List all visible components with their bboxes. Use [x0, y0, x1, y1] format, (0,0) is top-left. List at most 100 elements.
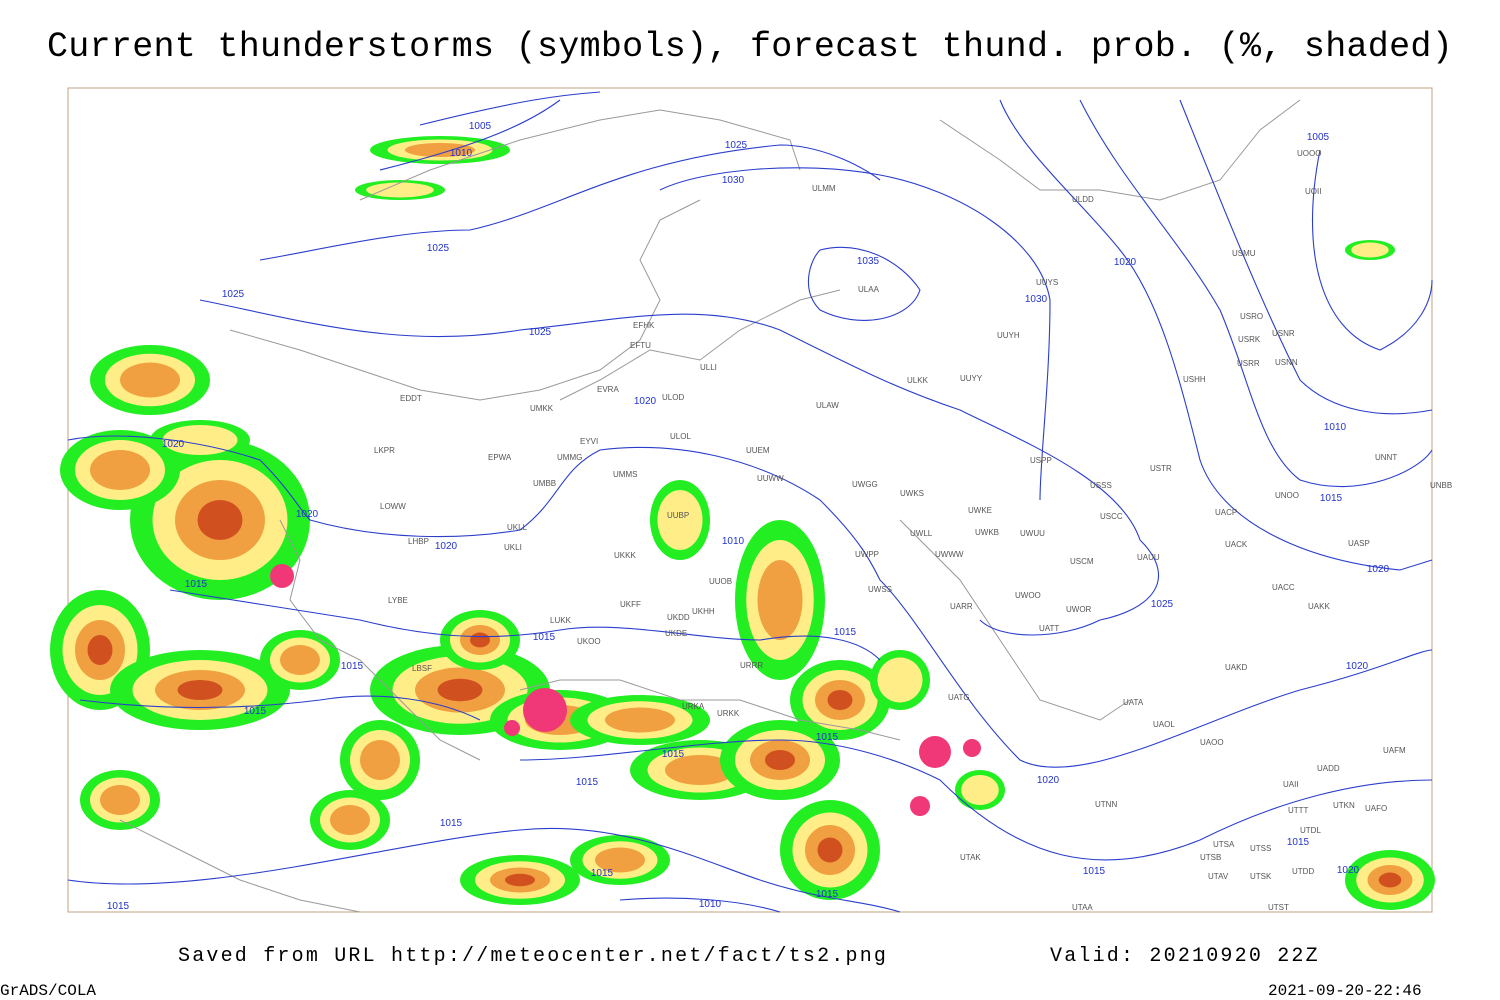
station-label: UTSK	[1250, 872, 1272, 881]
station-label: EFTU	[630, 341, 651, 350]
station-label: UKLI	[504, 543, 522, 552]
isobar-label: 1020	[1337, 865, 1360, 876]
station-label: UMKK	[530, 404, 554, 413]
isobar-label: 1015	[834, 627, 857, 638]
coastline	[119, 819, 361, 913]
isobar	[79, 695, 481, 721]
probability-area	[360, 740, 400, 780]
station-label: UKDE	[665, 629, 687, 638]
title: Current thunderstorms (symbols), forecas…	[47, 27, 1453, 67]
map: 1005 1010 1025 1030 1025 1025 1035 1030 1025 1020…	[50, 87, 1452, 913]
station-label: LYBE	[388, 596, 408, 605]
station-label: UAOO	[1200, 738, 1224, 747]
station-label: UAII	[1283, 780, 1299, 789]
station-label: UWKB	[975, 528, 999, 537]
coastline	[939, 99, 1301, 201]
station-label: UATA	[1123, 698, 1144, 707]
station-label: UATG	[948, 693, 970, 702]
isobar-label: 1015	[107, 901, 130, 912]
station-label: UTAV	[1208, 872, 1229, 881]
station-label: UMMS	[613, 470, 637, 479]
isobar-label: 1010	[1324, 422, 1347, 433]
station-label: LBSF	[412, 664, 432, 673]
isobar-label: 1015	[533, 632, 556, 643]
probability-area	[120, 362, 180, 398]
station-label: UUOB	[709, 577, 732, 586]
station-label: UUYY	[960, 374, 983, 383]
thunderstorm-symbol	[919, 736, 951, 768]
station-label: URKA	[682, 702, 705, 711]
coastline	[279, 519, 481, 761]
station-label: USNN	[1275, 358, 1298, 367]
thunderstorm-symbol	[963, 739, 981, 757]
station-label: UUWW	[757, 474, 784, 483]
station-label: UAKK	[1308, 602, 1330, 611]
station-label: UOOO	[1297, 149, 1321, 158]
valid-time: Valid: 20210920 22Z	[1050, 945, 1320, 968]
source-url: Saved from URL http://meteocenter.net/fa…	[178, 945, 888, 968]
thunderstorm-symbol	[523, 688, 567, 732]
isobar-label: 1015	[1083, 866, 1106, 877]
thunderstorm-symbol	[910, 796, 930, 816]
isobar-label: 1035	[857, 256, 880, 267]
probability-area	[162, 425, 238, 455]
station-label: URRR	[740, 661, 763, 670]
isobar-label: 1025	[529, 327, 552, 338]
isobar-label: 1020	[1346, 661, 1369, 672]
isobar	[807, 246, 921, 321]
station-label: UTSS	[1250, 844, 1271, 853]
isobar-label: 1010	[722, 536, 745, 547]
probability-area	[877, 657, 923, 703]
station-label: UWOR	[1066, 605, 1092, 614]
isobar-label: 1010	[450, 148, 473, 159]
station-label: UKOO	[577, 637, 601, 646]
station-label: UWWW	[935, 550, 964, 559]
thunderstorm-symbols	[270, 564, 981, 816]
station-label: UNBB	[1430, 481, 1452, 490]
probability-area	[595, 847, 645, 873]
station-label: ULOL	[670, 432, 691, 441]
isobar-label: 1015	[440, 818, 463, 829]
isobar-label: 1005	[469, 121, 492, 132]
credit: GrADS/COLA	[0, 982, 96, 1000]
station-label: UKKK	[614, 551, 636, 560]
isobar	[379, 99, 561, 171]
station-label: UTDD	[1292, 867, 1314, 876]
station-label: UWUU	[1020, 529, 1045, 538]
isobar-label: 1015	[662, 749, 685, 760]
coastline	[359, 109, 801, 201]
station-label: USSS	[1090, 481, 1112, 490]
station-label: UTSA	[1213, 840, 1235, 849]
probability-area	[100, 785, 140, 815]
station-label: UNOO	[1275, 491, 1299, 500]
probability-area	[827, 690, 853, 710]
isobar-label: 1015	[1287, 837, 1310, 848]
isobar	[999, 99, 1433, 571]
isobar-label: 1015	[591, 868, 614, 879]
station-label: UACK	[1225, 540, 1248, 549]
station-label: USMU	[1232, 249, 1256, 258]
isobar-label: 1020	[1114, 257, 1137, 268]
probability-area	[765, 750, 795, 770]
probability-area	[437, 678, 483, 702]
thunderstorm-symbol	[270, 564, 294, 588]
map-labels: 1005 1010 1025 1030 1025 1025 1035 1030 1025 1020…	[107, 121, 1452, 912]
isobar-label: 1025	[222, 289, 245, 300]
probability-area	[657, 490, 703, 550]
station-label: UTKN	[1333, 801, 1355, 810]
isobar-label: 1015	[816, 889, 839, 900]
station-label: UTDL	[1300, 826, 1321, 835]
probability-area	[87, 635, 113, 665]
isobar-label: 1015	[1320, 493, 1343, 504]
isobar	[659, 167, 1051, 501]
probability-area	[505, 873, 535, 887]
station-label: ULOD	[662, 393, 684, 402]
probability-area	[1351, 242, 1389, 258]
isobar-label: 1020	[435, 541, 458, 552]
isobar	[1179, 99, 1433, 415]
station-label: ULAW	[816, 401, 839, 410]
station-label: EPWA	[488, 453, 512, 462]
isobar	[259, 144, 881, 261]
station-label: LHBP	[408, 537, 429, 546]
